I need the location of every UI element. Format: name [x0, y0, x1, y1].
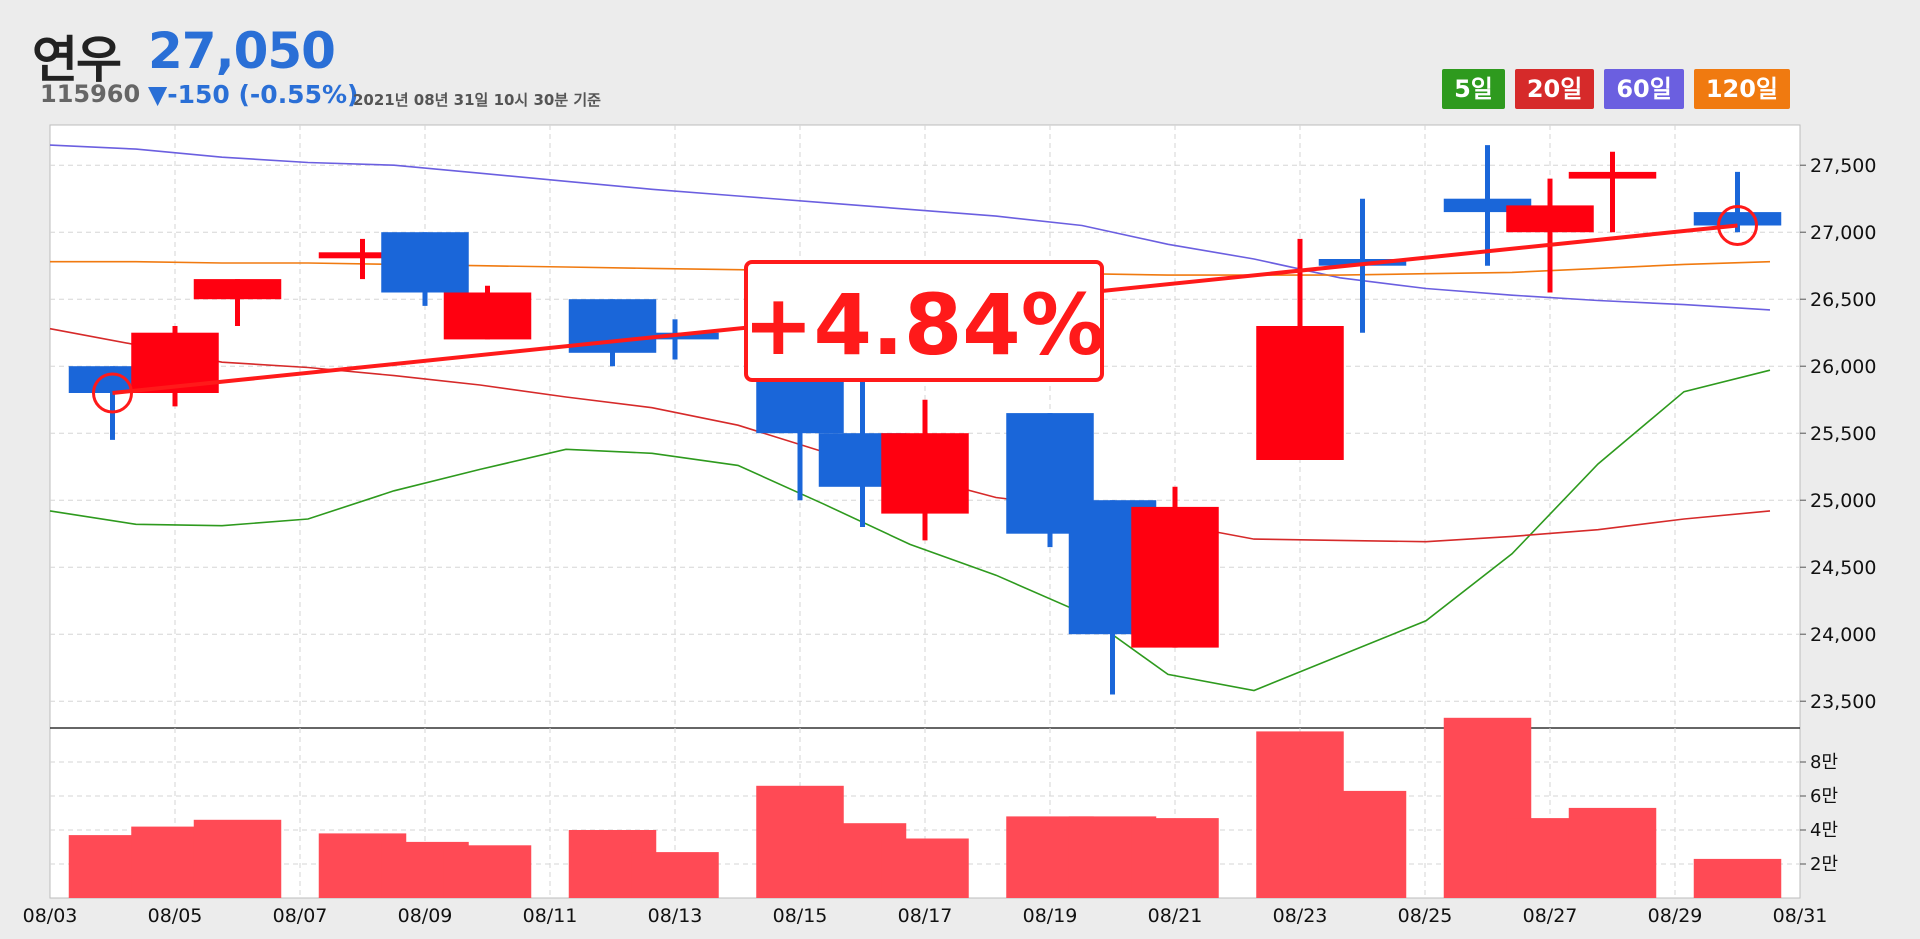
volume-tick-label: 2만 — [1810, 854, 1838, 875]
price-tick-label: 26,500 — [1810, 289, 1876, 311]
stock-name: 연우 — [32, 31, 122, 89]
volume-bar — [193, 819, 282, 898]
volume-bar — [1568, 807, 1657, 898]
ma-line — [49, 369, 1771, 692]
performance-badge-text: +4.84% — [743, 276, 1105, 374]
candle-body — [193, 279, 282, 300]
price-tick-label: 27,000 — [1810, 222, 1876, 244]
legend-ma5[interactable]: 5일 — [1442, 69, 1505, 109]
volume-bar — [1318, 790, 1407, 898]
volume-bar — [1693, 858, 1782, 898]
trend-end-marker — [1717, 205, 1758, 246]
x-tick-label: 08/23 — [1273, 905, 1328, 927]
candle-body — [1568, 171, 1657, 179]
price-tick-label: 24,500 — [1810, 557, 1876, 579]
x-tick-label: 08/21 — [1148, 905, 1203, 927]
x-tick-label: 08/31 — [1773, 905, 1828, 927]
ma-line — [49, 144, 1771, 311]
price-change: ▼-150 (-0.55%) — [148, 80, 359, 109]
x-tick-label: 08/05 — [148, 905, 203, 927]
x-tick-label: 08/11 — [523, 905, 578, 927]
x-tick-label: 08/03 — [23, 905, 78, 927]
price-tick-label: 25,000 — [1810, 490, 1876, 512]
candle-body — [381, 232, 469, 293]
volume-bar — [881, 838, 969, 898]
price-tick-label: 27,500 — [1810, 155, 1876, 177]
volume-bar — [443, 845, 532, 898]
trend-start-marker — [92, 372, 133, 414]
candle-body — [318, 252, 407, 259]
candle-body — [1693, 212, 1782, 226]
price-tick-label: 25,500 — [1810, 423, 1876, 445]
candle-body — [1131, 506, 1219, 648]
x-tick-label: 08/25 — [1398, 905, 1453, 927]
price-tick-label: 23,500 — [1810, 691, 1876, 713]
candle-body — [443, 292, 532, 340]
x-tick-label: 08/19 — [1023, 905, 1078, 927]
legend-ma120[interactable]: 120일 — [1693, 69, 1790, 109]
stock-code: 115960 — [40, 80, 141, 108]
x-tick-label: 08/27 — [1523, 905, 1578, 927]
x-tick-label: 08/07 — [273, 905, 328, 927]
volume-bar — [631, 852, 719, 898]
moving-average-legend: 5일 20일 60일 120일 — [1442, 69, 1790, 109]
current-price: 27,050 — [148, 22, 336, 80]
price-tick-label: 26,000 — [1810, 356, 1876, 378]
volume-tick-label: 8만 — [1810, 752, 1838, 773]
x-tick-label: 08/29 — [1648, 905, 1703, 927]
candle-body — [881, 433, 969, 514]
volume-tick-label: 6만 — [1810, 786, 1838, 807]
performance-badge — [744, 260, 1104, 382]
x-tick-label: 08/15 — [773, 905, 828, 927]
timestamp: 2021년 08년 31일 10시 30분 기준 — [353, 91, 601, 109]
legend-ma60[interactable]: 60일 — [1604, 69, 1684, 109]
volume-tick-label: 4만 — [1810, 820, 1838, 841]
legend-ma20[interactable]: 20일 — [1514, 69, 1595, 109]
x-tick-label: 08/17 — [898, 905, 953, 927]
candle-body — [1506, 205, 1594, 233]
price-tick-label: 24,000 — [1810, 624, 1876, 646]
x-tick-label: 08/13 — [648, 905, 703, 927]
volume-bar — [1131, 818, 1219, 898]
x-tick-label: 08/09 — [398, 905, 453, 927]
candle-body — [1256, 326, 1344, 460]
